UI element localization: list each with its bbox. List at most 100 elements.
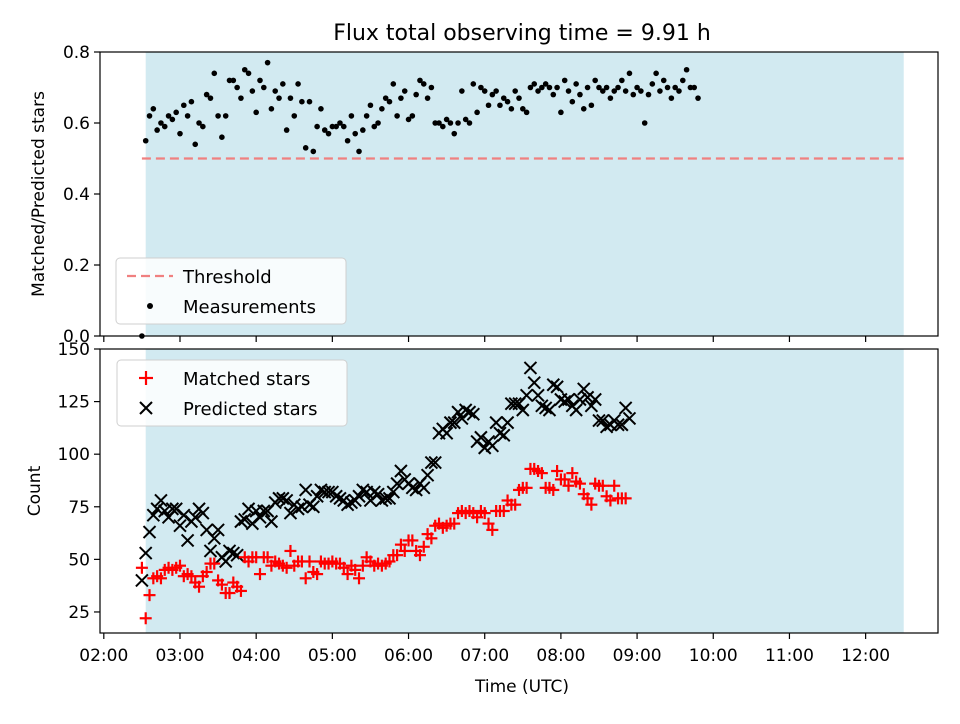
measurement-point — [664, 84, 671, 91]
measurement-point — [177, 130, 183, 137]
bottom-y-ticks: 25 50 75 100 125 150 — [58, 340, 100, 623]
predicted-point — [546, 378, 560, 392]
predicted-point — [428, 455, 442, 470]
measurement-point — [676, 88, 682, 94]
predicted-legend-swatch — [139, 401, 153, 415]
measurement-point — [657, 88, 663, 94]
predicted-legend-label: Predicted stars — [183, 399, 317, 420]
measurement-point — [455, 120, 461, 126]
measurement-point — [272, 88, 279, 94]
predicted-point — [276, 491, 290, 506]
measurement-point — [592, 77, 598, 84]
measurement-point — [211, 70, 218, 77]
measurement-point — [165, 113, 172, 119]
predicted-point — [279, 493, 294, 508]
measurement-point — [360, 127, 366, 133]
predicted-point — [417, 481, 431, 495]
measurement-point — [196, 120, 202, 126]
bottom-legend-box — [116, 359, 348, 427]
predicted-point — [618, 401, 633, 415]
matched-legend-swatch — [139, 371, 153, 385]
matched-point — [535, 467, 548, 480]
measurement-point — [306, 98, 313, 105]
matched-point — [551, 465, 564, 478]
x-tick-label: 07:00 — [460, 646, 509, 666]
measurement-point — [287, 95, 294, 101]
matched-point — [185, 570, 198, 583]
matched-point — [608, 479, 621, 492]
predicted-point — [382, 491, 397, 506]
predicted-point — [485, 439, 500, 453]
measurement-point — [249, 88, 256, 94]
measurement-point — [363, 113, 370, 119]
matched-legend-label: Matched stars — [183, 369, 310, 390]
measurement-point — [638, 88, 644, 94]
predicted-point — [458, 403, 473, 417]
predicted-point — [478, 441, 492, 455]
measurement-point — [565, 88, 572, 94]
predicted-point — [241, 502, 256, 516]
measurements-legend-label: Measurements — [183, 297, 316, 318]
measurement-point — [207, 95, 214, 101]
x-tick-label: 06:00 — [384, 646, 433, 666]
top-panel: 0.00.20.40.60.8 Matched/Predicted stars … — [29, 43, 939, 347]
matched-point — [303, 555, 316, 568]
measurement-point — [321, 127, 328, 133]
measurement-point — [603, 84, 610, 91]
measurement-point — [630, 91, 637, 98]
matched-point — [413, 549, 426, 562]
measurement-point — [466, 120, 473, 126]
predicted-point — [394, 464, 408, 478]
measurement-point — [401, 88, 408, 94]
measurement-point — [314, 123, 320, 130]
predicted-point — [340, 497, 355, 512]
measurement-point — [146, 113, 153, 119]
predicted-point — [584, 399, 599, 413]
measurement-point — [622, 88, 629, 94]
x-tick-label: 11:00 — [765, 646, 814, 666]
matched-point — [353, 572, 366, 585]
bottom-panel: 25 50 75 100 125 150 02:00 03:00 04:00 05:00 06:0… — [25, 340, 939, 697]
matched-point — [139, 612, 152, 625]
predicted-point — [493, 426, 507, 440]
measurement-point — [222, 113, 229, 119]
measurement-point — [611, 88, 618, 94]
predicted-point — [139, 546, 153, 560]
predicted-point — [447, 415, 461, 430]
measurement-point — [679, 77, 686, 84]
predicted-point — [550, 380, 564, 394]
measurement-point — [379, 106, 385, 112]
measurement-point — [241, 66, 248, 73]
x-tick-label: 12:00 — [841, 646, 890, 666]
top-y-ticks: 0.0 0.2 0.4 0.6 0.8 — [63, 43, 100, 347]
y-tick-label: 0.2 — [63, 256, 90, 276]
measurement-point — [459, 88, 465, 94]
predicted-point — [306, 500, 321, 514]
predicted-point — [356, 483, 370, 497]
predicted-point — [390, 476, 404, 491]
predicted-point — [386, 485, 401, 499]
measurement-point — [352, 130, 359, 137]
predicted-point — [298, 483, 313, 497]
measurement-point — [260, 84, 267, 91]
measurement-point — [535, 88, 541, 94]
predicted-point — [173, 519, 187, 533]
y-tick-label: 100 — [58, 445, 90, 465]
matched-point — [280, 561, 293, 574]
measurement-point — [238, 95, 244, 101]
measurement-point — [500, 95, 507, 101]
predicted-point — [569, 403, 583, 417]
predicted-point — [230, 548, 244, 562]
measurement-point — [367, 102, 374, 109]
measurement-point — [340, 123, 347, 130]
measurement-point — [660, 77, 667, 84]
predicted-point — [211, 523, 225, 537]
measurement-point — [523, 109, 530, 116]
measurement-point — [596, 84, 602, 91]
y-tick-label: 0.0 — [63, 327, 90, 347]
measurement-point — [283, 127, 290, 133]
measurement-point — [672, 84, 678, 91]
matched-point — [581, 492, 594, 505]
x-tick-label: 04:00 — [232, 646, 281, 666]
measurement-point — [280, 81, 286, 87]
